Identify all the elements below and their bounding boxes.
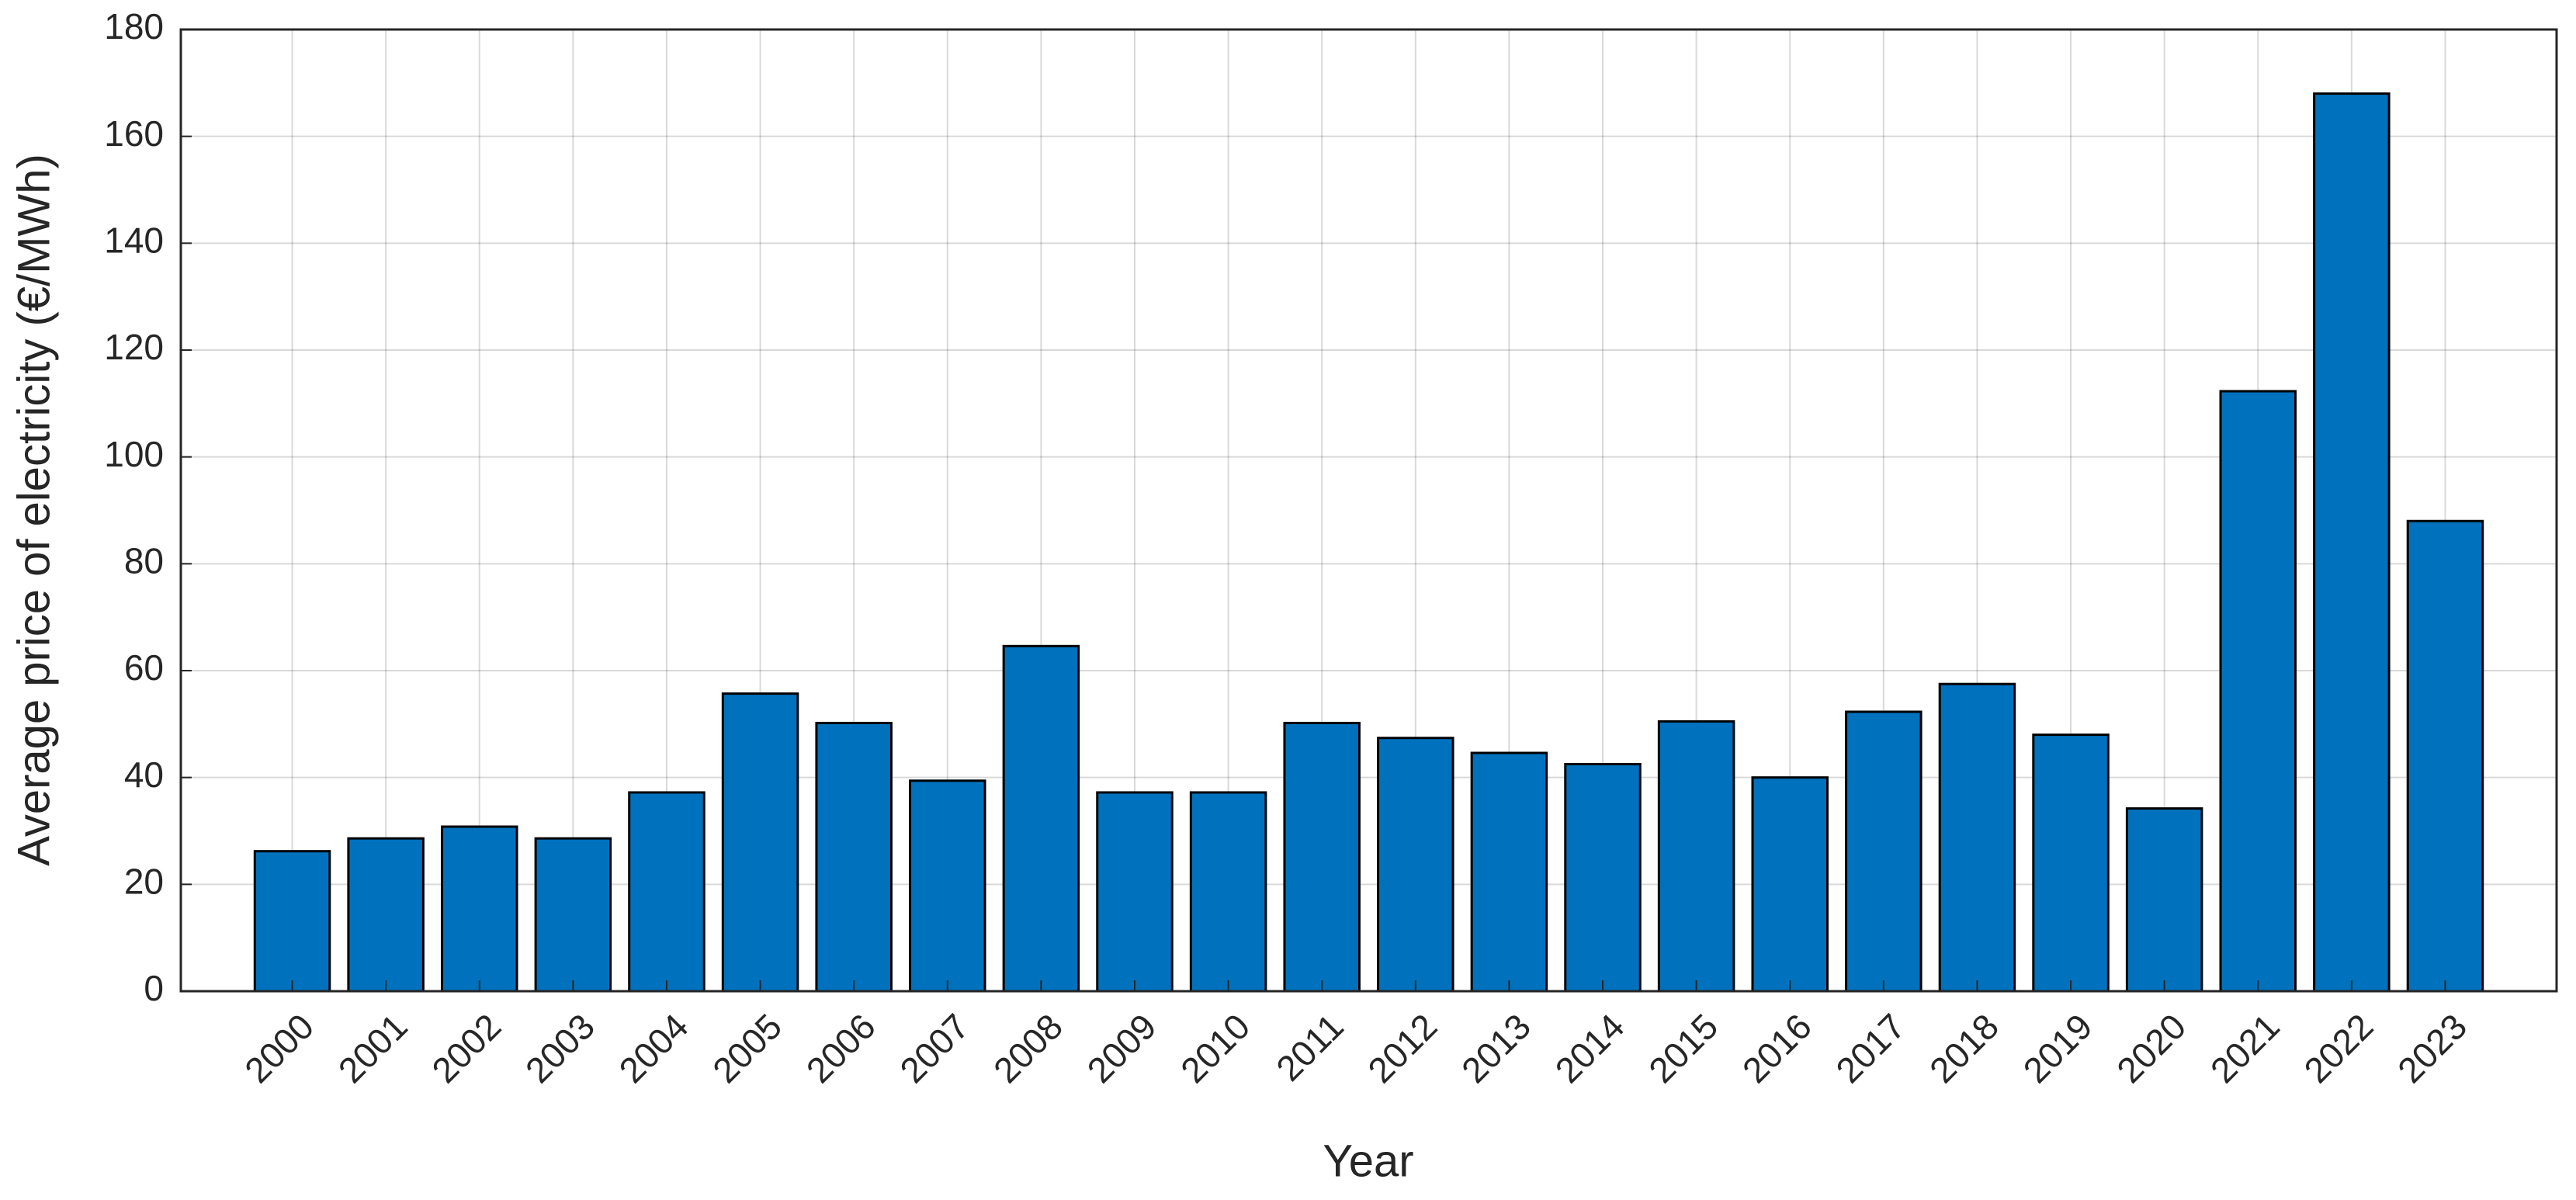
bar bbox=[628, 791, 706, 993]
x-tick-label: 2003 bbox=[518, 1006, 602, 1091]
x-tick-label: 2008 bbox=[986, 1006, 1070, 1091]
x-tick-label: 2022 bbox=[2296, 1006, 2380, 1091]
bar bbox=[1189, 791, 1267, 993]
bar bbox=[815, 721, 893, 993]
x-tick-label: 2014 bbox=[1548, 1006, 1632, 1091]
bar bbox=[2032, 734, 2110, 993]
bar bbox=[534, 837, 612, 993]
bar bbox=[1283, 721, 1361, 993]
bar bbox=[1845, 710, 1922, 993]
x-tick-label: 2020 bbox=[2109, 1006, 2193, 1091]
bar bbox=[1657, 720, 1735, 993]
x-tick-label: 2009 bbox=[1080, 1006, 1164, 1091]
bar bbox=[347, 837, 425, 993]
y-tick-label: 0 bbox=[144, 968, 164, 1008]
x-tick-label: 2023 bbox=[2390, 1006, 2474, 1091]
x-tick-label: 2012 bbox=[1360, 1006, 1444, 1091]
bar bbox=[1751, 776, 1829, 993]
y-tick-label: 120 bbox=[104, 327, 164, 367]
y-tick-label: 140 bbox=[104, 220, 164, 260]
x-tick-label: 2015 bbox=[1641, 1006, 1725, 1091]
x-tick-label: 2011 bbox=[1268, 1006, 1351, 1089]
y-tick-label: 80 bbox=[124, 540, 164, 581]
x-tick-label: 2013 bbox=[1454, 1006, 1538, 1091]
x-tick-label: 2017 bbox=[1828, 1006, 1912, 1091]
y-tick-label: 20 bbox=[124, 861, 164, 901]
y-tick-label: 60 bbox=[124, 647, 164, 688]
x-tick-label: 2018 bbox=[1922, 1006, 2006, 1091]
y-axis-label: Average price of electricity (€/MWh) bbox=[9, 154, 59, 866]
x-tick-label: 2006 bbox=[799, 1006, 883, 1091]
bar bbox=[1377, 737, 1454, 993]
bar bbox=[1564, 762, 1642, 993]
bar bbox=[440, 825, 518, 993]
bar bbox=[1002, 644, 1080, 993]
y-tick-label: 180 bbox=[104, 6, 164, 47]
bar bbox=[253, 850, 331, 993]
plot-frame bbox=[179, 28, 2558, 993]
y-tick-label: 160 bbox=[104, 113, 164, 154]
x-tick-label: 2000 bbox=[237, 1006, 321, 1091]
bar bbox=[2125, 807, 2203, 993]
x-axis-label: Year bbox=[1323, 1136, 1413, 1186]
x-tick-label: 2002 bbox=[424, 1006, 508, 1091]
x-tick-label: 2021 bbox=[2203, 1006, 2287, 1091]
x-tick-label: 2005 bbox=[705, 1006, 789, 1091]
x-tick-label: 2010 bbox=[1173, 1006, 1257, 1091]
x-tick-label: 2001 bbox=[331, 1006, 415, 1091]
bar bbox=[909, 779, 986, 993]
x-tick-label: 2019 bbox=[2016, 1006, 2100, 1091]
bar bbox=[1470, 751, 1548, 993]
bar bbox=[1938, 682, 2016, 993]
y-tick-label: 40 bbox=[124, 754, 164, 795]
bar bbox=[2219, 390, 2297, 993]
bar bbox=[2406, 519, 2484, 993]
bar bbox=[1096, 791, 1174, 993]
x-tick-label: 2007 bbox=[892, 1006, 976, 1091]
bar bbox=[721, 692, 799, 993]
x-tick-label: 2016 bbox=[1735, 1006, 1819, 1091]
bar bbox=[2313, 92, 2391, 993]
y-tick-label: 100 bbox=[104, 434, 164, 474]
x-tick-label: 2004 bbox=[611, 1006, 695, 1091]
